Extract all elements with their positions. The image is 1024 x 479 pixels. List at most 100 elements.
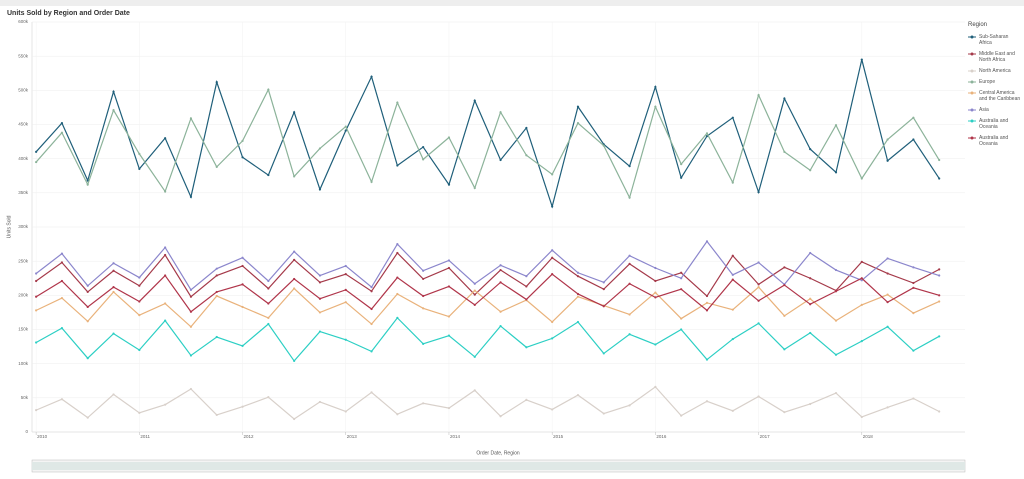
legend-label: Australia and Oceania <box>979 118 1009 130</box>
legend-swatch-dot <box>970 69 974 73</box>
data-point <box>344 129 347 132</box>
x-tick-label: 2014 <box>450 434 461 439</box>
data-point <box>757 322 760 325</box>
data-point <box>628 313 631 316</box>
data-point <box>886 272 889 275</box>
data-point <box>422 307 425 310</box>
data-point <box>525 285 528 288</box>
legend-swatch <box>968 136 976 140</box>
data-point <box>628 165 631 168</box>
data-point <box>705 294 709 298</box>
x-tick-label: 2015 <box>553 434 564 439</box>
data-point <box>344 288 347 291</box>
data-point <box>576 105 580 108</box>
data-point <box>654 343 657 346</box>
data-point <box>809 169 812 172</box>
data-point <box>35 279 38 283</box>
data-point <box>86 416 89 419</box>
data-point <box>189 354 193 357</box>
legend-item[interactable]: Middle East and North Africa <box>968 51 1022 63</box>
data-point <box>783 314 786 317</box>
data-point <box>112 90 115 93</box>
data-point <box>189 195 193 199</box>
y-tick-label: 400k <box>18 156 29 161</box>
data-point <box>60 279 64 283</box>
data-point <box>705 240 709 243</box>
data-point <box>731 409 734 412</box>
y-tick-label: 450k <box>18 122 29 127</box>
data-point <box>35 150 38 153</box>
data-point <box>551 256 554 259</box>
data-point <box>731 337 734 341</box>
data-point <box>705 309 709 312</box>
legend-label: Asia <box>979 107 989 113</box>
data-point <box>164 137 167 140</box>
data-point <box>60 296 64 300</box>
data-point <box>370 290 373 293</box>
data-point <box>86 183 89 186</box>
data-point <box>731 278 734 281</box>
data-point <box>473 293 476 296</box>
data-point <box>912 138 915 141</box>
y-tick-label: 0 <box>25 429 28 434</box>
legend-item[interactable]: Australia and Oceania <box>968 118 1022 130</box>
data-point <box>757 395 760 398</box>
series-line <box>35 252 940 298</box>
y-tick-label: 600k <box>18 19 29 24</box>
data-point <box>602 352 605 355</box>
data-point <box>138 167 141 171</box>
legend-item[interactable]: North America <box>968 68 1022 74</box>
data-point <box>344 273 347 276</box>
legend-item[interactable]: Sub-Saharan Africa <box>968 34 1022 46</box>
data-point <box>938 410 941 413</box>
data-point <box>886 257 889 260</box>
data-point <box>473 186 476 190</box>
data-point <box>525 126 528 130</box>
data-point <box>164 274 167 277</box>
data-point <box>60 261 64 264</box>
legend: Region Sub-Saharan Africa Middle East and… <box>968 22 1022 152</box>
data-point <box>938 294 941 297</box>
legend-swatch <box>968 52 976 56</box>
data-point <box>576 275 580 278</box>
series-line <box>35 240 940 291</box>
data-point <box>422 294 425 298</box>
data-point <box>318 400 322 404</box>
series-line <box>35 386 940 420</box>
data-point <box>35 409 38 412</box>
data-point <box>293 175 296 178</box>
x-tick-label: 2013 <box>347 434 358 439</box>
data-point <box>757 283 760 286</box>
data-point <box>731 181 734 184</box>
data-point <box>705 358 709 361</box>
data-point <box>215 165 218 168</box>
data-point <box>912 116 915 119</box>
data-point <box>60 398 64 401</box>
data-point <box>422 269 425 272</box>
data-point <box>112 290 115 294</box>
legend-swatch-dot <box>970 35 974 39</box>
data-point <box>86 179 89 182</box>
data-point <box>809 331 812 335</box>
data-point <box>447 259 451 262</box>
data-point <box>654 105 657 108</box>
legend-item[interactable]: Asia <box>968 107 1022 113</box>
y-tick-label: 500k <box>18 88 29 93</box>
data-point <box>422 145 425 149</box>
legend-item[interactable]: Central America and the Caribbean <box>968 90 1022 102</box>
data-point <box>654 385 657 388</box>
data-point <box>370 322 373 326</box>
chart: Units Sold by Region and Order Date Unit… <box>6 10 966 473</box>
data-point <box>886 159 889 162</box>
scrollbar-thumb[interactable] <box>32 462 965 470</box>
data-point <box>757 299 760 302</box>
legend-item[interactable]: Europe <box>968 79 1022 85</box>
data-point <box>138 152 141 155</box>
data-point <box>912 286 915 289</box>
legend-item[interactable]: Australia and Oceania <box>968 135 1022 147</box>
data-point <box>525 346 528 349</box>
legend-swatch <box>968 119 976 123</box>
data-point <box>422 402 425 405</box>
data-point <box>318 281 322 284</box>
data-point <box>267 316 270 319</box>
